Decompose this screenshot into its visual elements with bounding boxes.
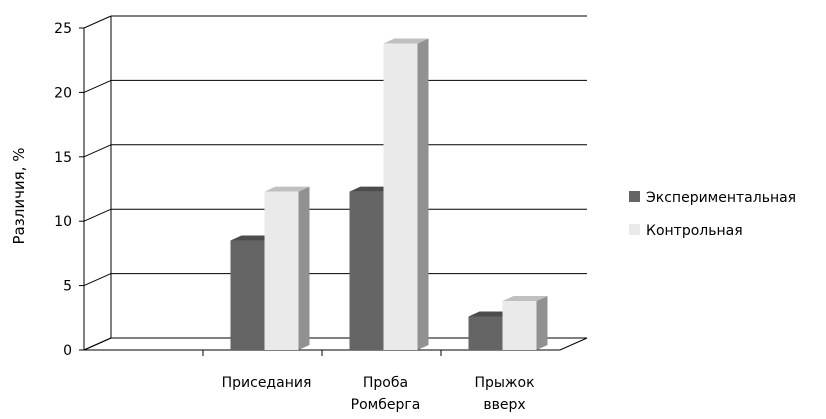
bar (502, 296, 548, 350)
y-tick-label: 15 (54, 150, 72, 166)
y-axis-label: Различия, % (10, 148, 28, 245)
legend-item: Контрольная (629, 223, 743, 239)
legend: Экспериментальная Контрольная (629, 190, 796, 239)
x-category-label: Прыжок вверх (474, 375, 534, 413)
y-tick-label: 10 (54, 214, 72, 230)
y-tick-label: 5 (63, 279, 72, 295)
y-axis-ticks: 0 5 10 15 20 25 (54, 21, 84, 359)
legend-label: Контрольная (646, 223, 743, 239)
gridlines (83, 15, 587, 351)
x-category-label: Приседания (222, 375, 312, 391)
floor-right-edge (559, 337, 588, 351)
gridline-side (83, 208, 112, 222)
y-tick-label: 25 (54, 21, 72, 37)
gridline-side (83, 144, 112, 158)
y-tick-label: 20 (54, 85, 72, 101)
gridline-side (83, 273, 112, 287)
gridline-side (83, 79, 112, 93)
legend-swatch (629, 191, 640, 202)
legend-item: Экспериментальная (629, 190, 796, 206)
legend-label: Экспериментальная (646, 190, 796, 206)
bar (383, 38, 429, 351)
bar (264, 186, 310, 350)
x-axis-categories: Приседания Проба Ромберга Прыжок вверх (202, 350, 535, 413)
x-category-label: Проба Ромберга (351, 375, 421, 413)
bars (230, 38, 548, 351)
gridline-side (83, 15, 112, 29)
legend-swatch (629, 224, 640, 235)
gridline-side (83, 337, 112, 351)
y-tick-label: 0 (63, 343, 72, 359)
